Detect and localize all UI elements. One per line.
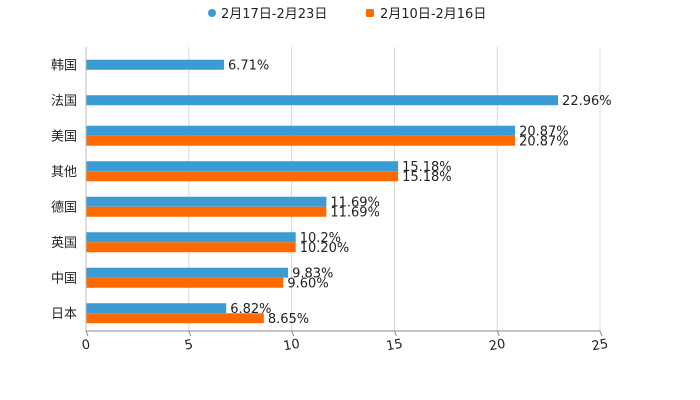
x-axis: 0 5 10 15 20 25 (81, 47, 610, 354)
data-label: 6.82% (230, 302, 271, 317)
legend-label-2[interactable]: 2月10日-2月16日 (380, 7, 486, 22)
y-category-label: 日本 (51, 307, 77, 322)
data-label: 9.83% (292, 266, 333, 281)
legend-marker-1[interactable] (208, 9, 216, 17)
y-category-label: 美国 (51, 129, 77, 144)
legend-label-1[interactable]: 2月17日-2月23日 (221, 7, 327, 22)
bar-德国-series-2[interactable] (86, 206, 327, 217)
bar-中国-series-1[interactable] (86, 267, 289, 278)
bar-其他-series-1[interactable] (86, 161, 399, 172)
x-tick-mark-0 (85, 330, 89, 337)
bar-英国-series-2[interactable] (86, 242, 296, 253)
bar-日本-series-2[interactable] (86, 313, 264, 324)
data-label: 10.2% (300, 231, 341, 246)
bar-日本-series-1[interactable] (86, 303, 227, 314)
y-category-label: 英国 (51, 236, 77, 251)
data-label: 10.20% (300, 241, 350, 256)
bar-法国-series-1[interactable] (86, 95, 559, 106)
data-label: 15.18% (402, 160, 452, 175)
x-tick-label: 25 (591, 337, 610, 355)
x-tick-mark-10 (291, 330, 295, 337)
legend-marker-2[interactable] (366, 9, 374, 17)
x-tick-label: 0 (81, 337, 92, 353)
bar-韩国-series-1[interactable] (86, 59, 224, 70)
data-label: 6.71% (228, 58, 269, 73)
bars: 6.71% 22.96% 20.87%20.87% 15.18%15.18% 11.69… (86, 58, 612, 327)
data-label: 8.65% (268, 312, 309, 327)
bar-英国-series-1[interactable] (86, 232, 296, 243)
legend: 2月17日-2月23日 2月10日-2月16日 (208, 7, 486, 22)
x-tick-label: 10 (282, 337, 301, 355)
y-category-label: 韩国 (51, 58, 77, 73)
x-tick-label: 15 (385, 337, 404, 355)
data-label: 9.60% (287, 276, 328, 291)
data-label: 15.18% (402, 170, 452, 185)
data-label: 20.87% (519, 134, 569, 149)
bar-德国-series-1[interactable] (86, 196, 327, 207)
x-tick-label: 5 (184, 337, 195, 353)
bar-其他-series-2[interactable] (86, 171, 399, 182)
x-tick-mark-25 (599, 330, 603, 337)
x-tick-mark-15 (393, 330, 397, 337)
bar-中国-series-2[interactable] (86, 277, 284, 288)
data-label: 11.69% (330, 195, 380, 210)
data-label: 20.87% (519, 124, 569, 139)
y-category-label: 中国 (51, 271, 77, 286)
data-label: 22.96% (562, 94, 612, 109)
data-label: 11.69% (330, 205, 380, 220)
bar-美国-series-2[interactable] (86, 135, 516, 146)
y-category-label: 德国 (51, 200, 77, 215)
x-tick-mark-20 (496, 330, 500, 337)
y-category-label: 法国 (51, 94, 77, 109)
y-category-label: 其他 (51, 165, 77, 180)
bar-美国-series-1[interactable] (86, 125, 516, 136)
grid (85, 47, 601, 331)
x-tick-mark-5 (188, 330, 192, 337)
x-tick-label: 20 (488, 337, 507, 355)
